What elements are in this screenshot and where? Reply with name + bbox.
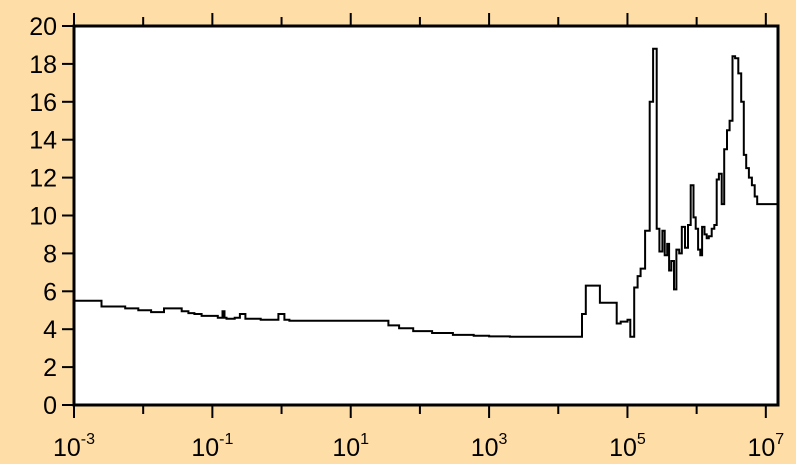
y-tick-label: 6 xyxy=(43,278,57,306)
x-tick-label-base: 10 xyxy=(332,434,360,462)
x-tick-label-exponent: 3 xyxy=(499,431,508,448)
x-tick-label-exponent: 1 xyxy=(360,431,369,448)
y-tick-label: 8 xyxy=(43,240,57,268)
x-tick-label: 107 xyxy=(747,431,784,462)
x-tick-label-exponent: -1 xyxy=(219,431,233,448)
x-tick-label: 10-3 xyxy=(53,431,95,462)
y-tick-label: 0 xyxy=(43,392,57,420)
x-tick-label: 101 xyxy=(332,431,369,462)
y-tick-label: 10 xyxy=(29,203,57,231)
y-tick-label: 16 xyxy=(29,89,57,117)
x-tick-label-base: 10 xyxy=(191,434,219,462)
x-tick-label-base: 10 xyxy=(471,434,499,462)
y-tick-label: 12 xyxy=(29,165,57,193)
tick-marks xyxy=(62,13,767,418)
x-tick-label: 10-1 xyxy=(191,431,233,462)
y-tick-label: 20 xyxy=(29,13,57,41)
plot-frame xyxy=(72,24,780,407)
x-tick-label-exponent: -3 xyxy=(81,431,95,448)
x-tick-label-base: 10 xyxy=(609,434,637,462)
x-tick-label-exponent: 5 xyxy=(637,431,646,448)
x-tick-label: 103 xyxy=(471,431,508,462)
y-tick-label: 14 xyxy=(29,127,57,155)
y-tick-label: 18 xyxy=(29,51,57,79)
x-tick-label: 105 xyxy=(609,431,646,462)
x-tick-label-base: 10 xyxy=(53,434,81,462)
series-line xyxy=(74,47,778,338)
y-tick-label: 2 xyxy=(43,354,57,382)
y-tick-label: 4 xyxy=(43,316,57,344)
x-tick-label-exponent: 7 xyxy=(775,431,784,448)
x-tick-label-base: 10 xyxy=(747,434,775,462)
plot-area xyxy=(74,26,778,405)
